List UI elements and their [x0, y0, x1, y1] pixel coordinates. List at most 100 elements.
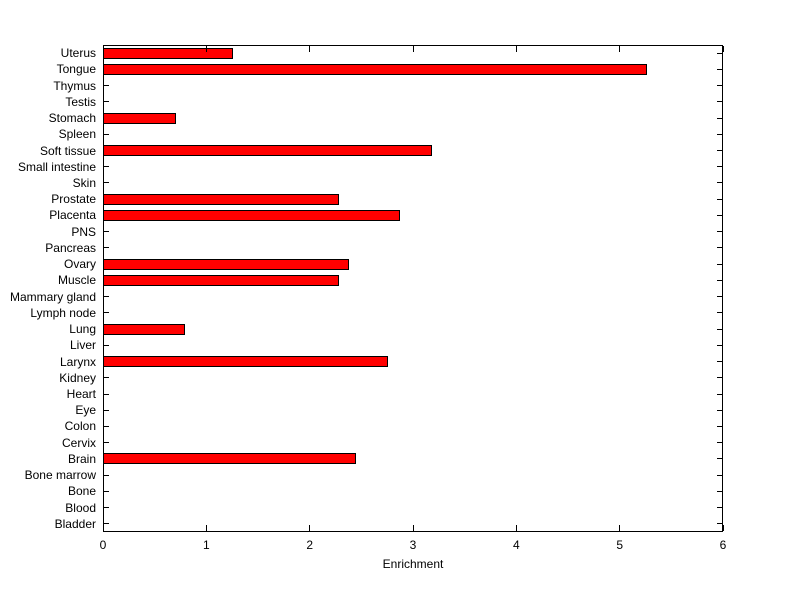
- y-tick-right: [717, 263, 722, 265]
- y-tick-right: [717, 247, 722, 249]
- x-tick-bottom: [412, 525, 414, 531]
- y-tick-left: [104, 312, 109, 314]
- y-tick-left: [104, 101, 109, 103]
- y-tick-right: [717, 344, 722, 346]
- y-tick-left: [104, 133, 109, 135]
- y-tick-left: [104, 166, 109, 168]
- y-tick-label: Ovary: [63, 257, 96, 272]
- bar: [103, 453, 357, 465]
- y-tick-right: [717, 377, 722, 379]
- y-tick-label: Bone: [67, 484, 96, 499]
- y-tick-right: [717, 279, 722, 281]
- x-tick-top: [515, 46, 517, 52]
- y-tick-label: Stomach: [48, 111, 96, 126]
- y-tick-right: [717, 474, 722, 476]
- y-tick-label: Mammary gland: [9, 289, 96, 304]
- x-tick-label: 1: [202, 538, 210, 552]
- y-tick-right: [717, 458, 722, 460]
- y-tick-right: [717, 117, 722, 119]
- y-tick-left: [104, 425, 109, 427]
- y-tick-left: [104, 296, 109, 298]
- x-tick-top: [619, 46, 621, 52]
- y-tick-right: [717, 507, 722, 509]
- y-tick-right: [717, 150, 722, 152]
- bar: [103, 145, 432, 157]
- y-tick-right: [717, 198, 722, 200]
- y-tick-left: [104, 442, 109, 444]
- x-tick-label: 3: [409, 538, 417, 552]
- y-tick-label: Lung: [69, 322, 96, 337]
- x-tick-bottom: [722, 525, 724, 531]
- y-tick-label: Heart: [66, 387, 96, 402]
- y-tick-right: [717, 361, 722, 363]
- y-tick-label: Larynx: [59, 354, 96, 369]
- x-tick-bottom: [309, 525, 311, 531]
- x-tick-top: [102, 46, 104, 52]
- y-tick-right: [717, 133, 722, 135]
- x-tick-bottom: [205, 525, 207, 531]
- bar: [103, 209, 400, 221]
- y-tick-label: Lymph node: [30, 305, 96, 320]
- x-tick-top: [412, 46, 414, 52]
- y-tick-left: [104, 182, 109, 184]
- y-tick-left: [104, 85, 109, 87]
- x-tick-label: 0: [99, 538, 107, 552]
- bar: [103, 258, 349, 270]
- bar: [103, 63, 647, 75]
- y-tick-right: [717, 328, 722, 330]
- y-tick-left: [104, 490, 109, 492]
- y-tick-label: Skin: [72, 175, 96, 190]
- y-tick-right: [717, 52, 722, 54]
- y-tick-label: Prostate: [51, 192, 96, 207]
- y-tick-label: Soft tissue: [39, 143, 96, 158]
- x-tick-top: [722, 46, 724, 52]
- y-tick-right: [717, 409, 722, 411]
- y-tick-left: [104, 507, 109, 509]
- bar: [103, 274, 339, 286]
- y-tick-label: Thymus: [53, 78, 96, 93]
- y-tick-label: Eye: [75, 403, 96, 418]
- x-tick-top: [309, 46, 311, 52]
- bar: [103, 112, 177, 124]
- y-tick-label: Kidney: [59, 370, 96, 385]
- x-tick-label: 4: [512, 538, 520, 552]
- y-tick-right: [717, 166, 722, 168]
- y-tick-right: [717, 101, 722, 103]
- x-tick-bottom: [102, 525, 104, 531]
- y-tick-label: Uterus: [60, 46, 96, 61]
- y-tick-left: [104, 377, 109, 379]
- y-tick-label: Spleen: [58, 127, 96, 142]
- x-tick-bottom: [515, 525, 517, 531]
- y-tick-right: [717, 214, 722, 216]
- y-tick-label: Bladder: [54, 516, 96, 531]
- bar: [103, 47, 234, 59]
- y-tick-label: Testis: [65, 94, 96, 109]
- y-tick-label: Tongue: [56, 62, 96, 77]
- y-tick-left: [104, 247, 109, 249]
- x-tick-label: 5: [616, 538, 623, 552]
- x-tick-label: 2: [306, 538, 313, 552]
- y-tick-label: Liver: [69, 338, 96, 353]
- y-tick-right: [717, 490, 722, 492]
- y-tick-left: [104, 409, 109, 411]
- y-tick-left: [104, 393, 109, 395]
- y-tick-right: [717, 68, 722, 70]
- y-tick-label: Brain: [67, 451, 96, 466]
- y-tick-label: Small intestine: [17, 159, 96, 174]
- y-tick-right: [717, 393, 722, 395]
- x-tick-bottom: [619, 525, 621, 531]
- y-tick-label: Pancreas: [45, 240, 96, 255]
- y-tick-label: Cervix: [61, 435, 96, 450]
- x-tick-label: 6: [719, 538, 727, 552]
- y-tick-label: Muscle: [57, 273, 96, 288]
- x-axis-title: Enrichment: [382, 557, 444, 571]
- plot-area: [103, 45, 723, 532]
- y-tick-left: [104, 474, 109, 476]
- y-tick-right: [717, 442, 722, 444]
- bar: [103, 323, 185, 335]
- y-tick-right: [717, 182, 722, 184]
- y-tick-label: Placenta: [49, 208, 96, 223]
- y-tick-label: Blood: [65, 500, 96, 515]
- y-tick-left: [104, 523, 109, 525]
- y-tick-right: [717, 312, 722, 314]
